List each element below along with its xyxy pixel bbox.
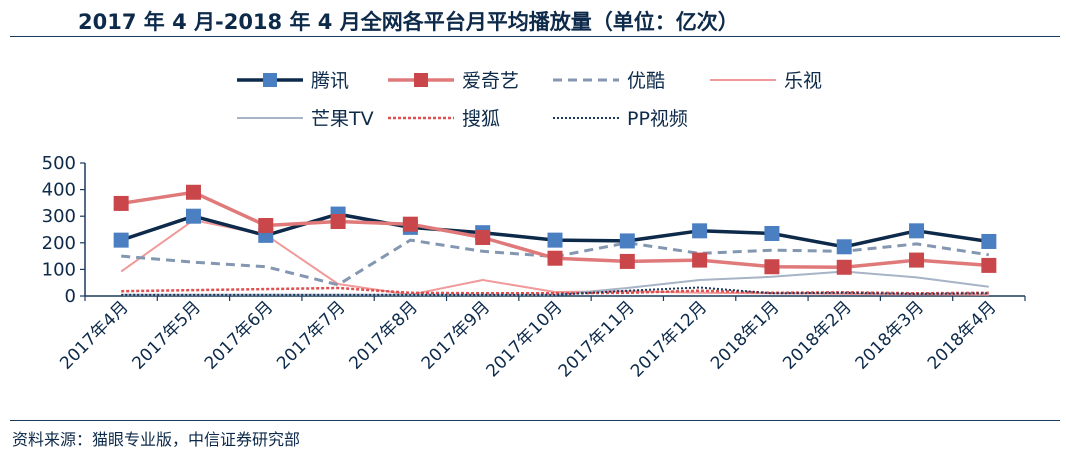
data-point [909,252,925,268]
legend-item: 爱奇艺 [388,70,519,92]
legend-item: 乐视 [710,70,822,92]
data-point [619,233,635,249]
legend-label: 芒果TV [311,108,374,130]
y-tick-label: 300 [42,206,76,227]
data-point [185,208,201,224]
data-point [909,223,925,239]
data-point [692,252,708,268]
title-rule [10,36,1060,37]
y-tick-label: 100 [42,259,76,280]
data-point [547,232,563,248]
y-tick-label: 0 [65,286,76,307]
x-tick-label: 2017年11月 [555,297,639,381]
series-1 [113,184,997,275]
data-point [113,232,129,248]
data-point [475,229,491,245]
legend-item: 芒果TV [237,108,374,130]
x-tick-label: 2017年6月 [201,297,277,373]
data-point [402,216,418,232]
data-point [692,223,708,239]
x-tick-label: 2018年2月 [779,297,855,373]
legend-item: 腾讯 [237,70,349,92]
data-point [836,259,852,275]
x-tick-label: 2017年8月 [345,297,421,373]
series-line [121,286,989,296]
series-0 [113,206,997,255]
data-point [764,225,780,241]
data-point [764,259,780,275]
y-tick-label: 200 [42,233,76,254]
legend-item: 优酷 [553,70,665,92]
x-tick-label: 2017年5月 [129,297,205,373]
data-point [185,184,201,200]
data-point [981,233,997,249]
legend-item: 搜狐 [388,108,500,130]
footer-rule [10,420,1060,421]
x-tick-label: 2017年10月 [482,297,566,381]
legend-marker [263,73,277,87]
legend-label: 乐视 [784,70,822,92]
data-point [619,253,635,269]
x-tick-label: 2018年4月 [924,297,1000,373]
y-tick-label: 400 [42,180,76,201]
data-point [981,257,997,273]
data-point [330,214,346,230]
x-tick-label: 2018年1月 [707,297,783,373]
x-tick-label: 2017年7月 [273,297,349,373]
chart-title: 2017 年 4 月-2018 年 4 月全网各平台月平均播放量（单位：亿次） [78,10,739,34]
legend-marker [414,73,428,87]
legend-label: 搜狐 [462,108,500,130]
legend-label: 腾讯 [311,70,349,92]
series-layer [113,184,997,296]
legend-label: 爱奇艺 [462,70,519,92]
series-6 [121,286,989,296]
x-tick-label: 2017年9月 [418,297,494,373]
legend-label: PP视频 [627,108,688,130]
source-note: 资料来源：猫眼专业版，中信证券研究部 [12,430,301,449]
legend-item: PP视频 [553,108,688,130]
y-tick-label: 500 [42,153,76,174]
data-point [836,239,852,255]
data-point [113,195,129,211]
data-point [258,218,274,234]
data-point [547,250,563,266]
legend-label: 优酷 [627,70,665,92]
x-tick-label: 2018年3月 [852,297,928,373]
x-tick-label: 2017年4月 [56,297,132,373]
x-tick-label: 2017年12月 [627,297,711,381]
